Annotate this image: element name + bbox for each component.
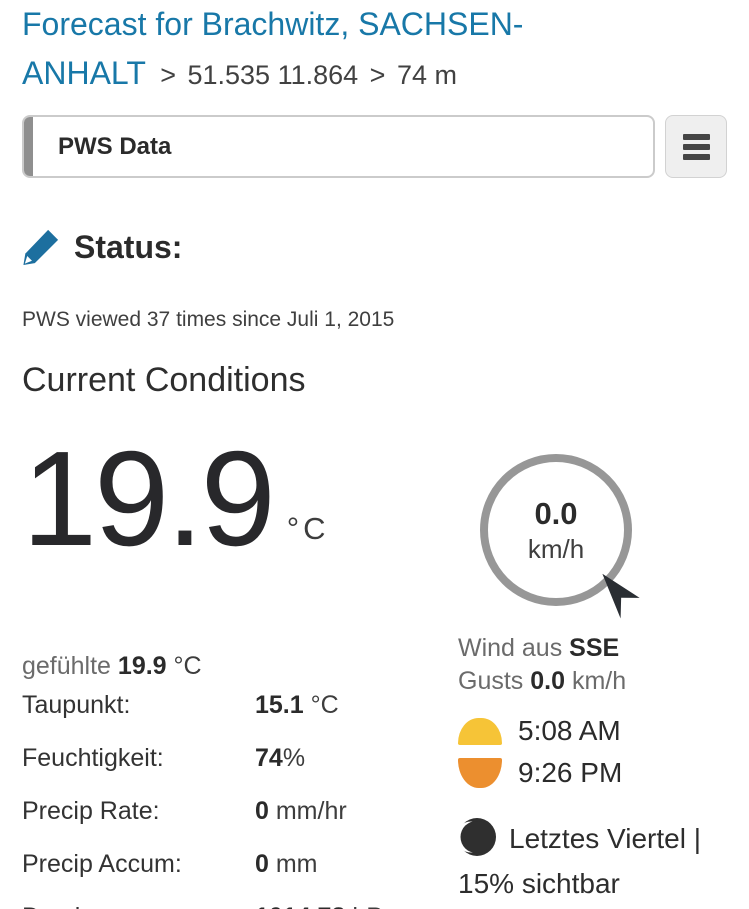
row-value: 15.1 °C [255, 691, 339, 719]
location-link-line1: Forecast for Brachwitz, SACHSEN- [22, 6, 524, 42]
sunset-time: 9:26 PM [518, 757, 623, 788]
view-selector-label: PWS Data [58, 132, 172, 160]
selector-accent-bar [24, 117, 33, 176]
row-label: Precip Accum: [22, 850, 182, 878]
status-message: PWS viewed 37 times since Juli 1, 2015 [22, 308, 395, 331]
separator: > [369, 60, 386, 90]
location-link[interactable]: Forecast for Brachwitz, SACHSEN- ANHALT [22, 0, 727, 91]
moon-visibility: 15% sichtbar [458, 868, 620, 899]
menu-button[interactable] [665, 115, 727, 178]
status-heading-label: Status: [74, 228, 183, 265]
sun-times: 5:08 AM 9:26 PM [458, 712, 727, 792]
moon-phase: Letztes Viertel | 15% sichtbar [458, 816, 727, 906]
wind-speed-value: 0.0 [534, 495, 578, 531]
current-conditions-heading: Current Conditions [22, 361, 306, 399]
moon-phase-label: Letztes Viertel | [509, 823, 701, 854]
feels-like-unit: °C [173, 652, 202, 680]
view-selector[interactable]: PWS Data [22, 115, 655, 178]
status-heading: Status: [22, 228, 727, 266]
row-label: Feuchtigkeit: [22, 744, 164, 772]
feels-like-label: gefühlte [22, 652, 111, 680]
pencil-icon [23, 229, 59, 266]
row-value: 1014.78 hPa [255, 903, 397, 909]
sunrise-row: 5:08 AM [458, 712, 727, 750]
row-value: 0 mm [255, 850, 318, 878]
separator: > [160, 60, 176, 90]
conditions-left-column: 19.9 °C gefühlte 19.9 °C Taupunkt: 15.1 °… [22, 431, 458, 909]
moon-phase-icon [458, 818, 496, 856]
conditions-table: Taupunkt: 15.1 °C Feuchtigkeit: 74% Prec… [22, 691, 458, 909]
temperature-value: 19.9 [22, 423, 276, 574]
current-conditions: 19.9 °C gefühlte 19.9 °C Taupunkt: 15.1 °… [22, 431, 727, 909]
row-value: 0 mm/hr [255, 797, 347, 825]
temperature-display: 19.9 °C [22, 431, 458, 596]
wind-gusts-line: Gusts 0.0 km/h [458, 667, 627, 695]
sunset-icon [458, 758, 502, 788]
gusts-value: 0.0 [530, 667, 566, 695]
table-row-pressure: Druck: 1014.78 hPa [22, 903, 458, 909]
conditions-right-column: 0.0 km/h Wind aus SSE Gusts 0.0 km/h [458, 444, 727, 909]
row-value: 74% [255, 744, 306, 772]
wind-direction: SSE [569, 634, 620, 662]
toolbar: PWS Data [22, 115, 727, 178]
table-row-precip-rate: Precip Rate: 0 mm/hr [22, 797, 458, 825]
sunset-row: 9:26 PM [458, 754, 727, 792]
wind-speed-unit: km/h [527, 533, 585, 564]
row-label: Precip Rate: [22, 797, 160, 825]
wind-gauge: 0.0 km/h [480, 454, 640, 619]
page-title: Forecast for Brachwitz, SACHSEN- ANHALT >… [22, 0, 727, 100]
feels-like-value: 19.9 [117, 652, 167, 680]
wind-from-line: Wind aus SSE [458, 634, 620, 662]
temperature-unit: °C [286, 511, 330, 546]
row-label: Taupunkt: [22, 691, 131, 719]
elevation: 74 m [396, 60, 457, 90]
wind-direction-arrow-icon [602, 573, 640, 619]
location-meta: > 51.535 11.864 > 74 m [160, 60, 461, 90]
feels-like: gefühlte 19.9 °C [22, 652, 458, 681]
row-label: Druck: [22, 903, 255, 909]
sunrise-icon [458, 717, 502, 745]
wind-info: Wind aus SSE Gusts 0.0 km/h [458, 632, 727, 698]
sunrise-time: 5:08 AM [518, 715, 621, 746]
table-row-humidity: Feuchtigkeit: 74% [22, 744, 458, 772]
table-row-precip-accum: Precip Accum: 0 mm [22, 850, 458, 878]
hamburger-icon [682, 133, 710, 140]
coordinates: 51.535 11.864 [187, 60, 359, 90]
location-link-line2: ANHALT [22, 55, 146, 91]
table-row-dewpoint: Taupunkt: 15.1 °C [22, 691, 458, 719]
